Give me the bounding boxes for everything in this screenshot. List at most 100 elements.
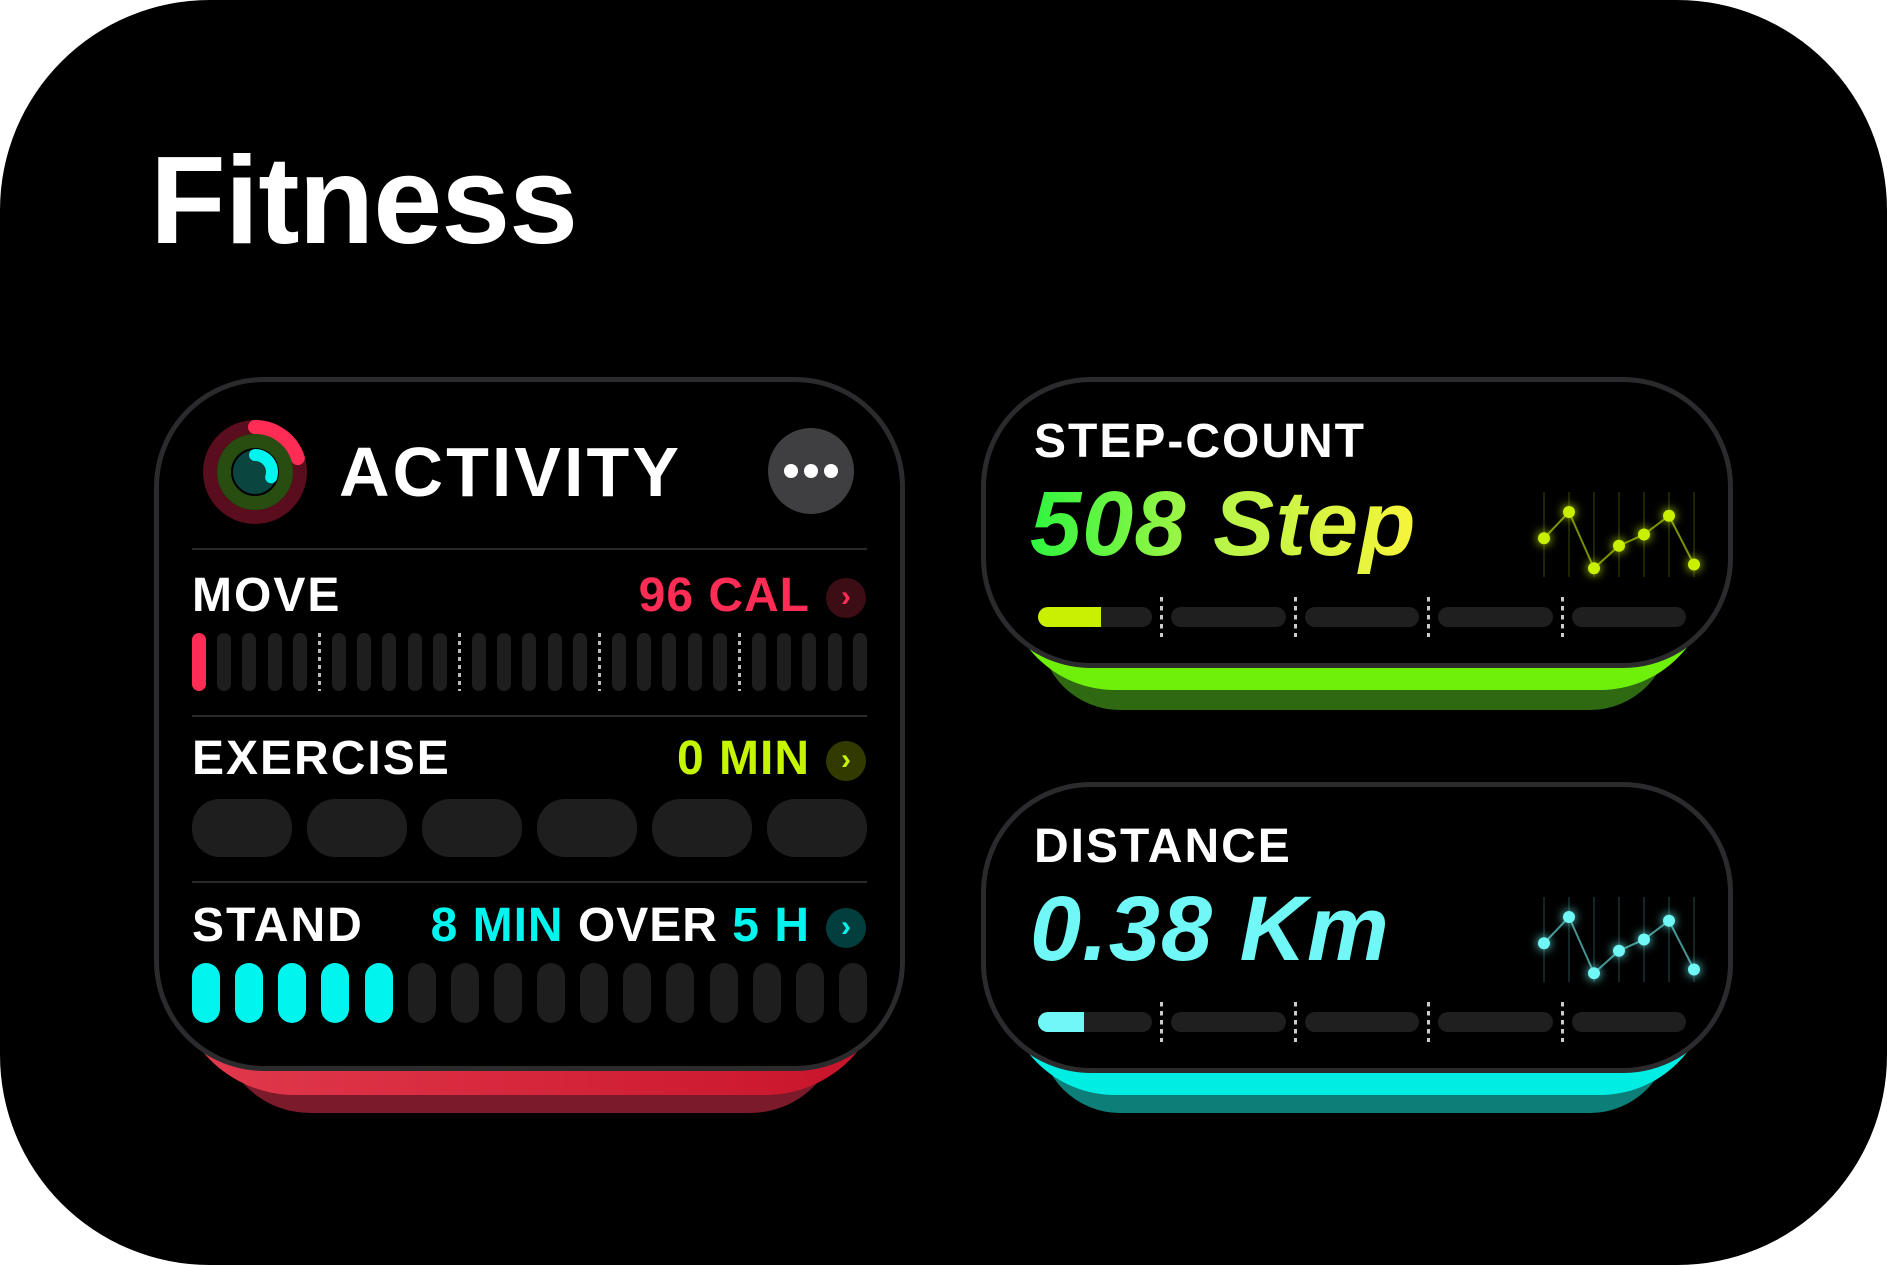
stand-bar [838,963,867,1023]
move-bar [852,633,867,691]
distance-card[interactable]: DISTANCE 0.38 Km [981,782,1733,1073]
stand-bar [493,963,522,1023]
steps-sparkline [1538,492,1700,577]
progress-separator [1427,597,1431,637]
stand-bar [752,963,781,1023]
move-bar [357,633,372,691]
exercise-pill [537,799,637,857]
more-button[interactable] [768,428,854,514]
stand-label: STAND [192,899,364,952]
move-bar [217,633,232,691]
stand-bar [192,963,220,1023]
move-value: 96 CAL [638,569,810,622]
move-bar [497,633,512,691]
exercise-value: 0 MIN [676,732,810,785]
progress-segment [1171,1012,1286,1032]
move-bar [472,633,487,691]
move-bar [802,633,817,691]
distance-sparkline [1538,897,1700,982]
stand-hours: 5 H [732,899,810,952]
divider [192,715,867,717]
page-title: Fitness [150,132,578,270]
stand-over: OVER [577,899,718,952]
progress-segment [1438,1012,1553,1032]
progress-separator [1293,1002,1297,1042]
move-bar [712,633,727,691]
sparkline-point [1688,558,1700,571]
move-label: MOVE [192,569,342,622]
progress-segment [1571,607,1687,627]
stand-value: 8 MIN OVER 5 H [431,898,810,953]
progress-separator [1560,1002,1564,1042]
activity-card[interactable]: ACTIVITY MOVE 96 CAL › EXERCISE 0 MIN › … [154,377,905,1071]
move-bar [637,633,652,691]
activity-rings-icon [203,420,307,524]
exercise-pill [422,799,522,857]
move-bar [687,633,702,691]
progress-separator [1560,597,1564,637]
move-chevron-button[interactable]: › [826,578,866,618]
move-bar [192,633,206,691]
progress-separator [1160,597,1164,637]
stand-bar [407,963,436,1023]
stand-bar [235,963,264,1023]
hour-separator [737,633,741,691]
sparkline-point [1638,933,1650,946]
hour-separator [317,633,321,691]
sparkline-point [1538,937,1550,950]
move-bar [432,633,447,691]
move-bar [612,633,627,691]
steps-title: STEP-COUNT [1034,415,1366,468]
ellipsis-icon [784,464,838,478]
divider [192,548,867,550]
stand-chevron-button[interactable]: › [826,908,866,948]
progress-segment [1571,1012,1687,1032]
stand-bar [795,963,824,1023]
move-bar [382,633,397,691]
progress-fill [1038,1012,1084,1032]
sparkline-point [1588,967,1600,980]
move-hourly-bars [192,633,867,691]
progress-separator [1427,1002,1431,1042]
exercise-pill [192,799,292,857]
stand-bar [537,963,565,1023]
progress-separator [1293,597,1297,637]
sparkline-point [1688,963,1700,976]
sparkline-point [1563,506,1575,518]
sparkline-point [1638,528,1650,541]
exercise-pill [307,799,407,857]
exercise-pills [192,799,867,857]
distance-progress-bar [1038,1002,1687,1042]
progress-segment [1304,1012,1420,1032]
move-bar [242,633,257,691]
progress-segment [1438,607,1553,627]
move-bar [292,633,307,691]
move-bar [407,633,422,691]
move-bar [332,633,347,691]
stand-bar [364,963,393,1023]
progress-segment [1171,607,1286,627]
steps-card[interactable]: STEP-COUNT 508 Step [981,377,1733,668]
sparkline-point [1663,914,1675,927]
stand-bar [450,963,479,1023]
exercise-pill [652,799,752,857]
stand-bar [666,963,695,1023]
exercise-chevron-button[interactable]: › [826,741,866,781]
progress-separator [1160,1002,1164,1042]
sparkline-point [1563,911,1575,923]
sparkline-point [1613,539,1625,552]
progress-segment [1038,1012,1153,1032]
distance-title: DISTANCE [1034,820,1292,873]
move-bar [752,633,767,691]
hour-separator [457,633,461,691]
progress-segment [1304,607,1420,627]
move-bar [572,633,587,691]
stand-bar [623,963,652,1023]
stand-bar [278,963,307,1023]
steps-progress-bar [1038,597,1687,637]
divider [192,881,867,883]
sparkline-point [1538,532,1550,545]
activity-title: ACTIVITY [339,433,682,511]
hour-separator [597,633,601,691]
sparkline-point [1613,944,1625,957]
